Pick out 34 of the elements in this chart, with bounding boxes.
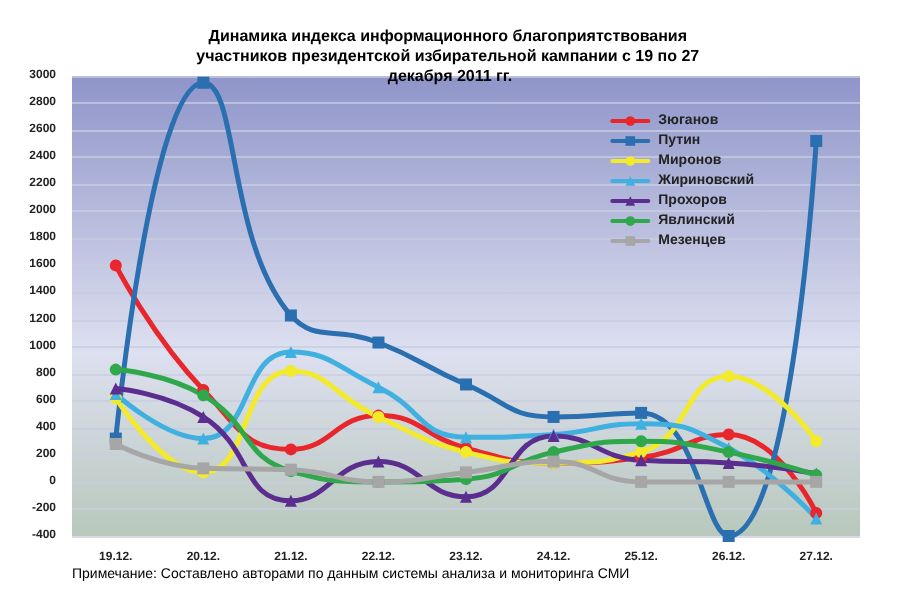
point bbox=[109, 259, 122, 272]
point bbox=[635, 435, 648, 448]
point bbox=[109, 438, 122, 450]
point bbox=[109, 363, 122, 376]
point bbox=[635, 406, 648, 419]
point bbox=[810, 134, 823, 147]
point bbox=[722, 428, 735, 441]
point bbox=[372, 381, 385, 394]
point bbox=[547, 410, 560, 423]
point bbox=[722, 475, 735, 488]
point bbox=[722, 530, 735, 542]
point bbox=[722, 370, 735, 383]
point bbox=[372, 336, 385, 349]
chart-title: Динамика индекса информационного благоприятствования участников президентской избирательной кампании с 19 по 27 декабря 2011 гг. bbox=[196, 27, 704, 85]
point bbox=[372, 455, 385, 468]
point bbox=[810, 435, 823, 448]
point bbox=[197, 432, 210, 445]
point bbox=[109, 382, 122, 395]
point bbox=[460, 378, 472, 391]
point bbox=[284, 364, 297, 377]
point bbox=[635, 475, 648, 488]
point bbox=[197, 76, 210, 89]
point bbox=[460, 466, 472, 479]
point bbox=[284, 443, 297, 456]
point bbox=[460, 431, 472, 444]
point bbox=[284, 346, 297, 358]
point bbox=[635, 446, 648, 459]
point bbox=[460, 490, 472, 503]
point bbox=[810, 475, 823, 488]
point bbox=[635, 417, 648, 430]
point bbox=[284, 309, 297, 322]
point bbox=[197, 389, 210, 402]
point bbox=[284, 494, 297, 507]
point bbox=[810, 512, 823, 525]
